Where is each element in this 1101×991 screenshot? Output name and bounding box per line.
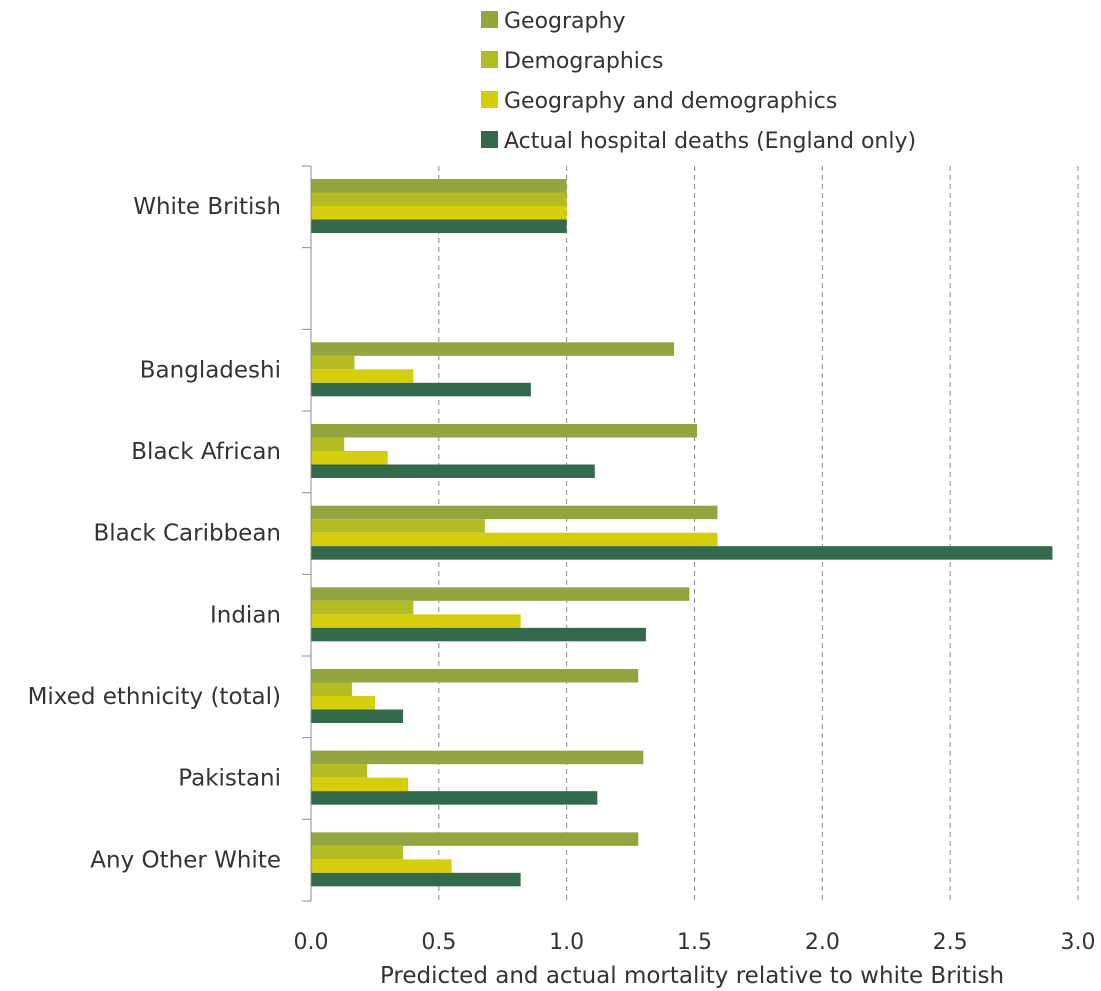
bar: [311, 464, 595, 478]
bars: [311, 179, 1053, 887]
bar: [311, 505, 718, 520]
x-tick-label: 0.0: [294, 930, 329, 955]
legend-label: Demographics: [504, 49, 663, 74]
legend: Geography Demographics Geography and demog…: [481, 9, 916, 154]
category-label: Indian: [210, 602, 281, 628]
x-axis-title: Predicted and actual mortality relative …: [380, 963, 1004, 989]
bar: [311, 859, 452, 873]
bar: [311, 437, 345, 451]
category-label: Black Caribbean: [93, 521, 281, 547]
bar: [311, 532, 718, 547]
category-label: White British: [133, 194, 281, 220]
bar: [311, 777, 409, 792]
bar: [311, 791, 598, 805]
bar: [311, 369, 414, 383]
bar: [311, 682, 352, 696]
category-label: Black African: [131, 439, 281, 465]
bar: [311, 219, 567, 233]
legend-label: Geography and demographics: [504, 89, 837, 114]
bar: [311, 832, 639, 846]
bar: [311, 600, 414, 615]
category-label: Pakistani: [178, 766, 281, 792]
category-label: Bangladeshi: [140, 357, 281, 383]
bar: [311, 587, 690, 601]
category-label: Any Other White: [90, 847, 281, 873]
legend-label: Geography: [504, 9, 625, 34]
bar: [311, 614, 521, 628]
bar: [311, 750, 644, 765]
y-axis: White British Bangladeshi Black African Bla…: [28, 165, 312, 902]
x-tick-label: 0.5: [421, 930, 456, 955]
bar: [311, 709, 404, 723]
x-tick-label: 2.5: [933, 930, 968, 955]
bar: [311, 206, 567, 220]
bar: [311, 519, 485, 533]
legend-swatch: [481, 51, 498, 68]
bar: [311, 669, 639, 683]
legend-swatch: [481, 11, 498, 28]
x-tick-label: 1.0: [549, 930, 584, 955]
x-tick-label: 2.0: [805, 930, 840, 955]
bar: [311, 696, 375, 710]
bar: [311, 872, 521, 887]
gridlines: [438, 166, 1079, 901]
bar: [311, 845, 404, 860]
bar: [311, 382, 531, 397]
bar: [311, 546, 1053, 560]
x-tick-label: 1.5: [677, 930, 712, 955]
bar: [311, 192, 567, 206]
legend-swatch: [481, 91, 498, 108]
bar: [311, 424, 698, 438]
bar: [311, 764, 368, 778]
category-label: Mixed ethnicity (total): [28, 684, 281, 710]
bar: [311, 342, 675, 356]
bar: [311, 179, 567, 193]
x-axis: 0.0 0.5 1.0 1.5 2.0 2.5 3.0: [294, 930, 1096, 955]
bar: [311, 451, 388, 465]
legend-label: Actual hospital deaths (England only): [504, 129, 916, 154]
legend-swatch: [481, 131, 498, 148]
x-tick-label: 3.0: [1061, 930, 1096, 955]
bar: [311, 355, 355, 370]
bar: [311, 627, 646, 642]
